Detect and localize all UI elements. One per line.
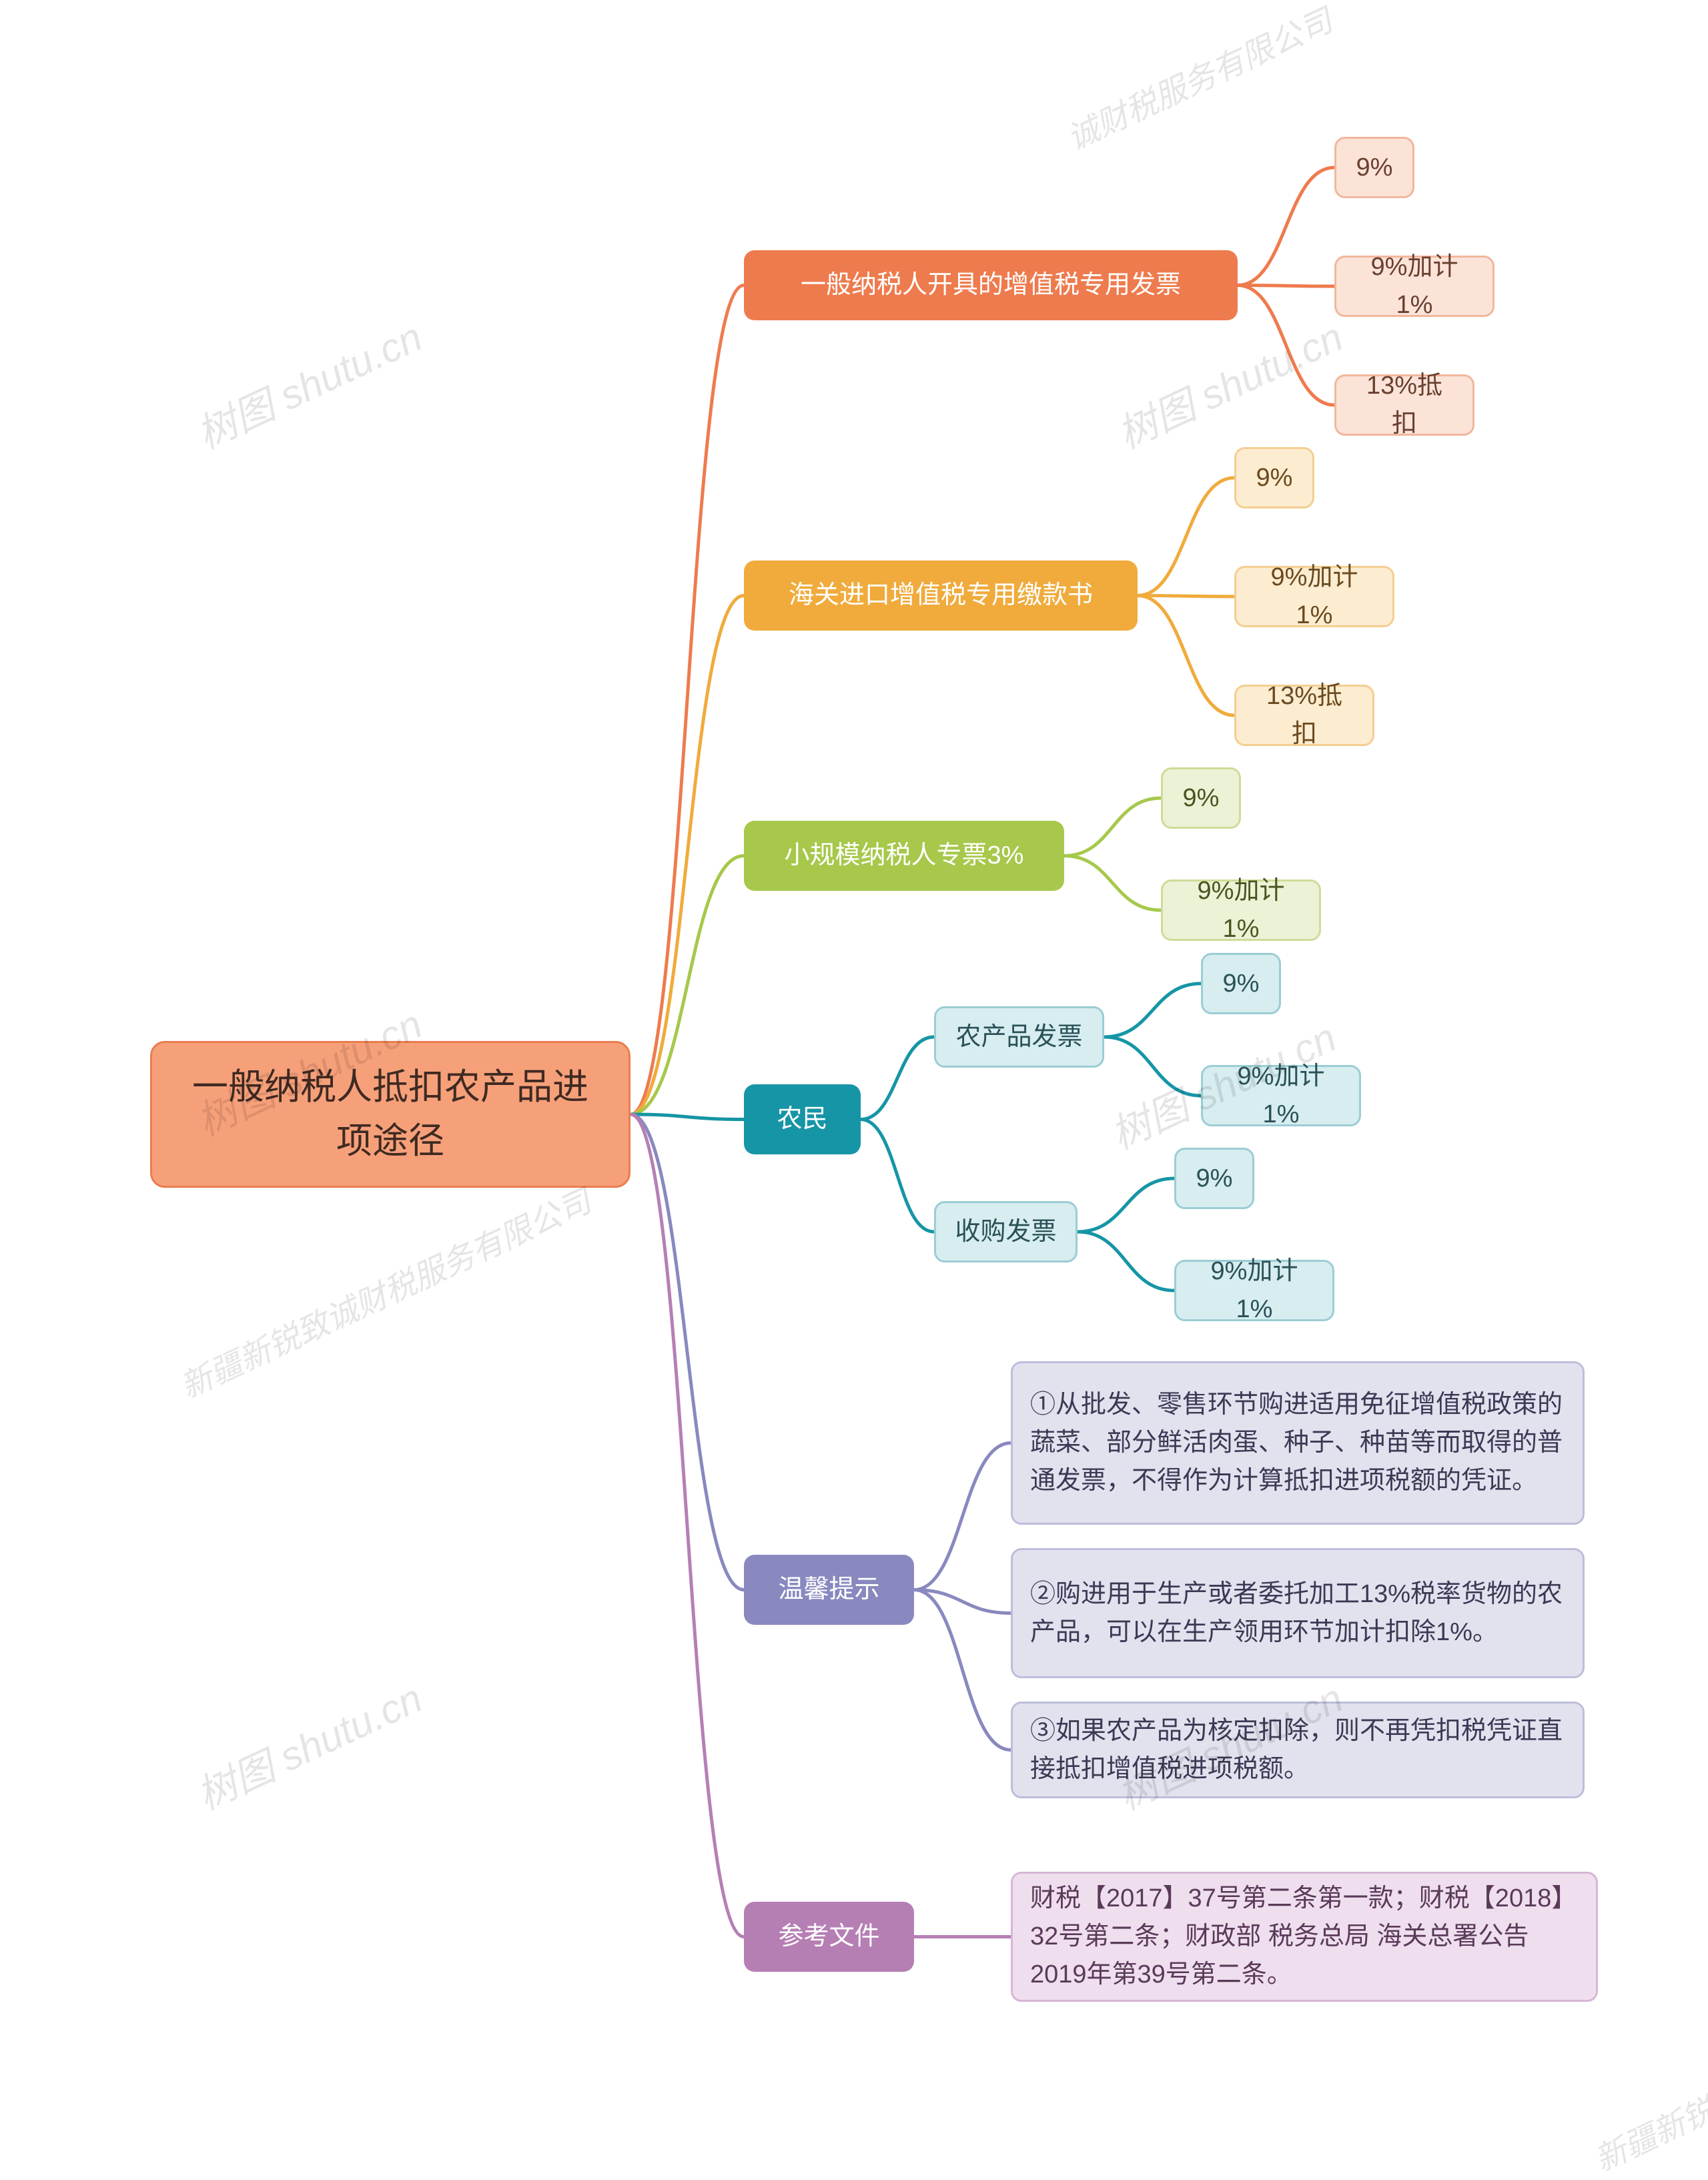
branch-4-child-0: ①从批发、零售环节购进适用免征增值税政策的蔬菜、部分鲜活肉蛋、种子、种苗等而取得… <box>1011 1361 1585 1525</box>
branch-1-child-0: 9% <box>1234 447 1314 508</box>
branch-3-child-0-label: 农产品发票 <box>955 1018 1082 1056</box>
watermark-8: 新疆新锐致 <box>1585 2071 1708 2180</box>
mindmap-canvas: 一般纳税人抵扣农产品进 项途径 一般纳税人开具的增值税专用发票 9% 9%加计1% 13… <box>0 0 1708 2161</box>
branch-5: 参考文件 <box>744 1902 914 1972</box>
branch-1-child-2: 13%抵扣 <box>1234 685 1374 746</box>
branch-3-child-0-1: 9%加计1% <box>1201 1065 1361 1126</box>
branch-4-label: 温馨提示 <box>778 1571 879 1609</box>
branch-2-child-0: 9% <box>1161 767 1241 829</box>
branch-2-child-1: 9%加计1% <box>1161 879 1321 941</box>
branch-0-label: 一般纳税人开具的增值税专用发票 <box>801 266 1181 304</box>
branch-0-child-0: 9% <box>1334 137 1414 198</box>
branch-3-child-0-0-label: 9% <box>1223 965 1260 1003</box>
branch-3-child-1-1-label: 9%加计1% <box>1194 1252 1315 1329</box>
branch-0-child-2-label: 13%抵扣 <box>1354 367 1455 443</box>
branch-5-label: 参考文件 <box>778 1918 879 1956</box>
branch-1-child-1-label: 9%加计1% <box>1254 559 1375 635</box>
branch-3-child-1-label: 收购发票 <box>955 1213 1056 1251</box>
branch-3-label: 农民 <box>777 1100 827 1138</box>
branch-3-child-0: 农产品发票 <box>934 1006 1104 1068</box>
branch-1-child-2-label: 13%抵扣 <box>1254 677 1355 753</box>
branch-1: 海关进口增值税专用缴款书 <box>744 561 1138 631</box>
branch-4-child-1-label: ②购进用于生产或者委托加工13%税率货物的农产品，可以在生产领用环节加计扣除1%… <box>1030 1575 1565 1652</box>
branch-3-child-0-1-label: 9%加计1% <box>1220 1058 1342 1134</box>
branch-2-child-1-label: 9%加计1% <box>1180 872 1302 948</box>
branch-4-child-2-label: ③如果农产品为核定扣除，则不再凭扣税凭证直接抵扣增值税进项税额。 <box>1030 1712 1565 1788</box>
watermark-7: 新疆新锐致诚财税服务有限公司 <box>171 1175 598 1407</box>
branch-5-child-0: 财税【2017】37号第二条第一款；财税【2018】32号第二条；财政部 税务总… <box>1011 1872 1598 2002</box>
branch-1-child-0-label: 9% <box>1256 459 1293 497</box>
branch-2-label: 小规模纳税人专票3% <box>785 837 1024 875</box>
root-node-label: 一般纳税人抵扣农产品进 项途径 <box>192 1060 588 1168</box>
branch-0-child-0-label: 9% <box>1356 149 1393 187</box>
branch-3-child-1-1: 9%加计1% <box>1174 1260 1334 1321</box>
branch-3-child-0-0: 9% <box>1201 953 1281 1014</box>
branch-0-child-1-label: 9%加计1% <box>1354 248 1475 324</box>
branch-3: 农民 <box>744 1084 861 1154</box>
branch-4-child-0-label: ①从批发、零售环节购进适用免征增值税政策的蔬菜、部分鲜活肉蛋、种子、种苗等而取得… <box>1030 1386 1565 1500</box>
branch-0-child-2: 13%抵扣 <box>1334 374 1474 436</box>
watermark-1: 树图 shutu.cn <box>1107 305 1351 460</box>
branch-1-child-1: 9%加计1% <box>1234 566 1394 627</box>
branch-2: 小规模纳税人专票3% <box>744 821 1064 891</box>
branch-4-child-1: ②购进用于生产或者委托加工13%税率货物的农产品，可以在生产领用环节加计扣除1%… <box>1011 1548 1585 1678</box>
watermark-4: 树图 shutu.cn <box>186 1666 430 1821</box>
branch-0: 一般纳税人开具的增值税专用发票 <box>744 250 1238 320</box>
branch-3-child-1-0: 9% <box>1174 1148 1254 1209</box>
branch-2-child-0-label: 9% <box>1183 779 1220 817</box>
branch-5-child-0-label: 财税【2017】37号第二条第一款；财税【2018】32号第二条；财政部 税务总… <box>1030 1880 1579 1994</box>
branch-3-child-1: 收购发票 <box>934 1201 1078 1262</box>
branch-0-child-1: 9%加计1% <box>1334 256 1494 317</box>
branch-3-child-1-0-label: 9% <box>1196 1160 1233 1198</box>
root-node: 一般纳税人抵扣农产品进 项途径 <box>150 1041 630 1188</box>
watermark-0: 树图 shutu.cn <box>186 305 430 460</box>
branch-4: 温馨提示 <box>744 1555 914 1625</box>
watermark-6: 诚财税服务有限公司 <box>1057 0 1338 159</box>
branch-4-child-2: ③如果农产品为核定扣除，则不再凭扣税凭证直接抵扣增值税进项税额。 <box>1011 1702 1585 1798</box>
branch-1-label: 海关进口增值税专用缴款书 <box>789 577 1093 615</box>
